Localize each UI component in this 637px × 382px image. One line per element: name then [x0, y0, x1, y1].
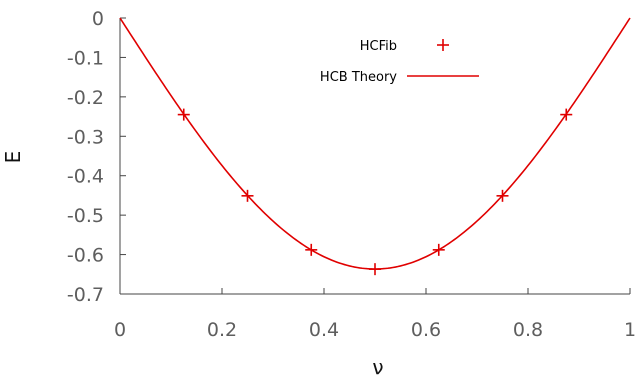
y-axis-title: E — [1, 151, 25, 164]
x-axis-ticks: 0 0.2 0.4 0.6 0.8 1 — [114, 288, 636, 341]
data-point-hcfib — [241, 189, 254, 202]
x-tick-label: 0.2 — [207, 319, 237, 341]
x-tick-label: 0.6 — [411, 319, 441, 341]
y-tick-label: -0.1 — [67, 47, 104, 69]
y-tick-label: 0 — [92, 8, 104, 30]
y-tick-label: -0.7 — [67, 284, 104, 306]
data-point-hcfib — [496, 189, 509, 202]
y-tick-label: -0.3 — [67, 126, 104, 148]
data-point-hcfib — [177, 108, 190, 121]
legend-label-hcfib: HCFib — [360, 39, 397, 54]
legend: HCFib HCB Theory — [320, 39, 479, 85]
x-tick-label: 0.8 — [513, 319, 543, 341]
data-point-hcfib — [369, 263, 381, 276]
legend-marker-hcfib — [437, 39, 449, 51]
y-tick-label: -0.6 — [67, 245, 104, 267]
x-tick-label: 1 — [624, 319, 636, 341]
y-axis-ticks: 0 -0.1 -0.2 -0.3 -0.4 -0.5 -0.6 -0.7 — [67, 8, 126, 306]
plot-frame — [119, 18, 630, 295]
data-point-hcfib — [560, 108, 573, 121]
x-tick-label: 0.4 — [309, 319, 339, 341]
x-tick-label: 0 — [114, 319, 126, 341]
data-point-hcfib — [432, 243, 445, 256]
y-tick-label: -0.2 — [67, 87, 104, 109]
plot-series — [119, 17, 631, 276]
y-tick-label: -0.4 — [67, 166, 104, 188]
x-axis-title: ν — [372, 355, 383, 379]
legend-label-hcb-theory: HCB Theory — [320, 70, 397, 85]
y-tick-label: -0.5 — [67, 205, 104, 227]
series-line-hcb-theory — [119, 17, 631, 270]
data-point-hcfib — [305, 243, 318, 256]
